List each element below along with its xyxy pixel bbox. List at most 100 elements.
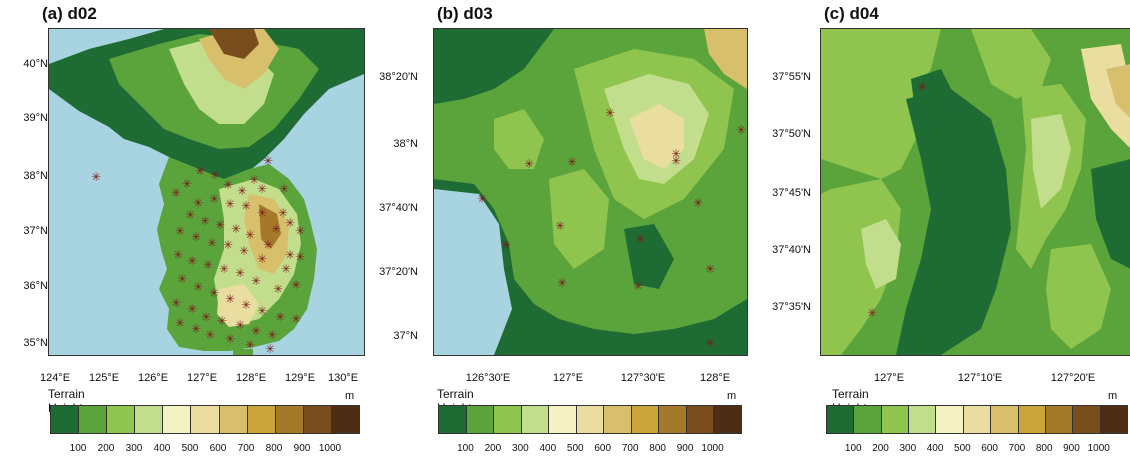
station-marker: ✳ — [245, 228, 256, 242]
station-marker: ✳ — [567, 155, 578, 169]
colorbar-swatch — [827, 406, 855, 433]
y-tick-label: 37°35'N — [772, 301, 811, 313]
y-tick-label: 38°N — [23, 170, 48, 182]
colorbar-tick-label: 100 — [457, 443, 474, 454]
y-tick-label: 37°40'N — [772, 244, 811, 256]
colorbar-tick-label: 800 — [649, 443, 666, 454]
y-tick-label: 38°20'N — [379, 71, 418, 83]
colorbar-tick-label: 500 — [181, 443, 199, 454]
colorbar-tick-label: 1000 — [318, 443, 342, 454]
colorbar-tick-label: 300 — [125, 443, 143, 454]
station-marker: ✳ — [501, 238, 512, 252]
station-marker: ✳ — [225, 292, 236, 306]
station-marker: ✳ — [207, 236, 218, 250]
colorbar-swatch — [881, 406, 910, 433]
station-marker: ✳ — [279, 182, 290, 196]
colorbar-tick-label: 200 — [97, 443, 115, 454]
terrain-map-d04 — [820, 28, 1130, 356]
colorbar-tick-label: 700 — [621, 443, 639, 454]
station-marker: ✳ — [265, 342, 276, 356]
colorbar — [826, 405, 1128, 434]
x-tick-label: 127°E — [186, 372, 218, 384]
y-tick-label: 37°N — [23, 225, 48, 237]
y-tick-label: 37°45'N — [772, 187, 811, 199]
colorbar-swatch — [991, 406, 1019, 433]
x-tick-label: 129°E — [284, 372, 316, 384]
station-marker: ✳ — [693, 196, 704, 210]
station-marker: ✳ — [867, 306, 878, 320]
station-marker: ✳ — [249, 173, 260, 187]
station-marker: ✳ — [291, 278, 302, 292]
station-marker: ✳ — [171, 186, 182, 200]
colorbar-tick-label: 700 — [237, 443, 255, 454]
colorbar-swatch — [1045, 406, 1074, 433]
colorbar-swatch — [963, 406, 992, 433]
colorbar-unit: m — [1108, 390, 1118, 402]
station-marker: ✳ — [195, 164, 206, 178]
station-marker: ✳ — [271, 222, 282, 236]
colorbar-swatch — [1018, 406, 1046, 433]
colorbar-tick-label: 600 — [594, 443, 612, 454]
station-marker: ✳ — [185, 208, 196, 222]
station-marker: ✳ — [273, 282, 284, 296]
station-marker: ✳ — [245, 338, 256, 352]
x-tick-label: 127°30'E — [620, 372, 666, 384]
station-marker: ✳ — [671, 154, 682, 168]
colorbar-swatch — [247, 406, 276, 433]
y-tick-label: 37°50'N — [772, 128, 811, 140]
colorbar-tick-label: 400 — [539, 443, 557, 454]
station-marker: ✳ — [291, 312, 302, 326]
station-marker: ✳ — [257, 304, 268, 318]
station-marker: ✳ — [237, 184, 248, 198]
colorbar-swatch — [854, 406, 882, 433]
colorbar-tick-label: 400 — [926, 443, 944, 454]
station-marker: ✳ — [91, 170, 102, 184]
station-marker: ✳ — [605, 106, 616, 120]
station-marker: ✳ — [191, 230, 202, 244]
colorbar-swatch — [686, 406, 715, 433]
station-marker: ✳ — [210, 168, 221, 182]
colorbar-swatch — [936, 406, 964, 433]
station-marker: ✳ — [281, 262, 292, 276]
colorbar-tick-label: 900 — [676, 443, 694, 454]
x-tick-label: 128°E — [235, 372, 267, 384]
colorbar-swatch — [631, 406, 660, 433]
station-marker: ✳ — [177, 272, 188, 286]
station-marker: ✳ — [285, 216, 296, 230]
x-tick-label: 127°E — [552, 372, 584, 384]
colorbar-swatch — [163, 406, 192, 433]
station-marker: ✳ — [633, 279, 644, 293]
colorbar-tick-label: 700 — [1008, 443, 1026, 454]
y-tick-label: 38°N — [393, 138, 418, 150]
station-marker: ✳ — [263, 238, 274, 252]
colorbar-swatch — [549, 406, 577, 433]
station-marker: ✳ — [295, 224, 306, 238]
station-marker: ✳ — [173, 248, 184, 262]
station-marker: ✳ — [182, 177, 193, 191]
station-marker: ✳ — [275, 310, 286, 324]
x-tick-label: 124°E — [39, 372, 71, 384]
station-marker: ✳ — [219, 262, 230, 276]
colorbar-tick-label: 600 — [209, 443, 227, 454]
station-marker: ✳ — [524, 157, 535, 171]
colorbar-swatch — [275, 406, 304, 433]
colorbar-swatch — [466, 406, 495, 433]
station-marker: ✳ — [231, 222, 242, 236]
colorbar-tick-label: 900 — [1063, 443, 1080, 454]
colorbar-swatch — [521, 406, 550, 433]
colorbar-swatch — [576, 406, 605, 433]
x-tick-label: 127°E — [873, 372, 905, 384]
colorbar-swatch — [604, 406, 632, 433]
station-marker: ✳ — [193, 196, 204, 210]
station-marker: ✳ — [209, 286, 220, 300]
colorbar-tick-label: 600 — [981, 443, 998, 454]
colorbar-unit: m — [727, 390, 737, 402]
y-tick-label: 36°N — [23, 280, 48, 292]
y-tick-label: 40°N — [23, 58, 48, 70]
colorbar — [438, 405, 742, 434]
station-marker: ✳ — [257, 252, 268, 266]
station-marker: ✳ — [239, 244, 250, 258]
colorbar-tick-label: 200 — [484, 443, 502, 454]
station-marker: ✳ — [477, 192, 488, 206]
colorbar-tick-label: 800 — [265, 443, 283, 454]
